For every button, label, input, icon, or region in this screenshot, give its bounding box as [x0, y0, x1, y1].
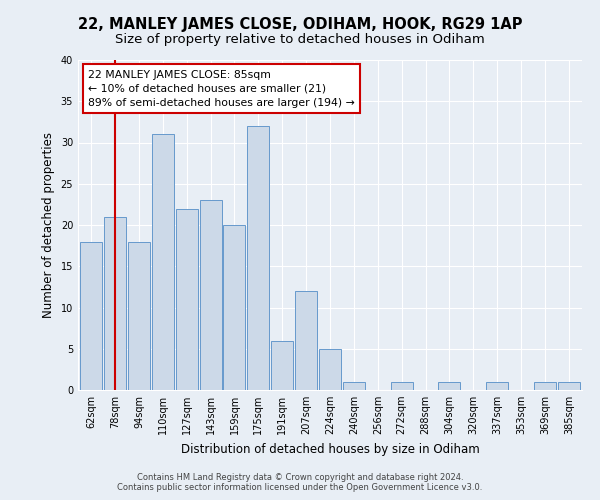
Bar — [223, 225, 245, 390]
Bar — [319, 349, 341, 390]
Bar — [104, 217, 126, 390]
Text: Contains HM Land Registry data © Crown copyright and database right 2024.
Contai: Contains HM Land Registry data © Crown c… — [118, 473, 482, 492]
Bar — [152, 134, 174, 390]
Bar — [534, 382, 556, 390]
Bar — [128, 242, 150, 390]
Bar — [271, 340, 293, 390]
Y-axis label: Number of detached properties: Number of detached properties — [42, 132, 55, 318]
Bar — [295, 291, 317, 390]
Text: 22 MANLEY JAMES CLOSE: 85sqm
← 10% of detached houses are smaller (21)
89% of se: 22 MANLEY JAMES CLOSE: 85sqm ← 10% of de… — [88, 70, 355, 108]
Bar — [200, 200, 221, 390]
X-axis label: Distribution of detached houses by size in Odiham: Distribution of detached houses by size … — [181, 442, 479, 456]
Text: Size of property relative to detached houses in Odiham: Size of property relative to detached ho… — [115, 32, 485, 46]
Bar — [486, 382, 508, 390]
Bar — [176, 208, 197, 390]
Bar — [439, 382, 460, 390]
Bar — [80, 242, 102, 390]
Bar — [343, 382, 365, 390]
Bar — [391, 382, 413, 390]
Bar — [247, 126, 269, 390]
Bar — [558, 382, 580, 390]
Text: 22, MANLEY JAMES CLOSE, ODIHAM, HOOK, RG29 1AP: 22, MANLEY JAMES CLOSE, ODIHAM, HOOK, RG… — [78, 18, 522, 32]
